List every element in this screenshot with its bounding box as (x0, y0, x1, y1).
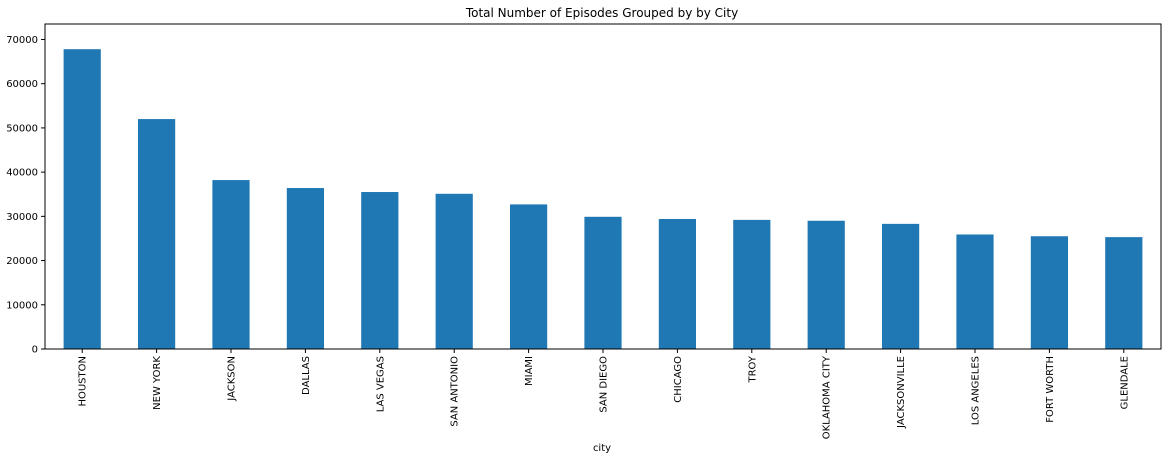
bar-new-york (138, 119, 176, 349)
bar-fort-worth (1030, 236, 1068, 349)
y-tick-label: 0 (32, 345, 38, 356)
bar-san-antonio (435, 193, 473, 349)
bar-jacksonville (882, 223, 920, 349)
bar-san-diego (584, 216, 622, 349)
bar-dallas (286, 188, 324, 349)
y-tick-label: 50000 (6, 123, 38, 134)
y-axis: 0 10000 20000 30000 40000 50000 60000 70000 (6, 35, 45, 356)
x-tick-label: LOS ANGELES (971, 356, 982, 425)
x-tick-label: FORT WORTH (1045, 356, 1056, 423)
bar-los-angeles (956, 234, 994, 349)
x-tick-label: NEW YORK (152, 356, 163, 410)
y-tick-label: 30000 (6, 212, 38, 223)
y-tick-label: 10000 (6, 300, 38, 311)
bar-glendale (1105, 237, 1143, 349)
plot-frame (44, 23, 1162, 350)
bar-oklahoma-city (807, 220, 845, 349)
x-axis-label: city (593, 443, 611, 454)
x-tick-label: TROY (747, 355, 758, 383)
x-tick-label: CHICAGO (673, 356, 684, 403)
x-tick-label: GLENDALE (1119, 356, 1130, 409)
y-tick-label: 20000 (6, 256, 38, 267)
x-tick-label: JACKSON (227, 356, 238, 402)
bar-chicago (658, 219, 696, 349)
x-tick-label: LAS VEGAS (375, 356, 386, 412)
x-tick-label: SAN DIEGO (599, 356, 610, 413)
y-tick-label: 70000 (6, 35, 38, 46)
y-tick-label: 60000 (6, 79, 38, 90)
bars-group (63, 49, 1143, 350)
bar-miami (510, 204, 548, 349)
chart-title: Total Number of Episodes Grouped by by C… (465, 6, 738, 20)
x-tick-label: MIAMI (524, 356, 535, 386)
x-tick-label: OKLAHOMA CITY (822, 355, 833, 439)
y-tick-label: 40000 (6, 168, 38, 179)
x-tick-label: JACKSONVILLE (896, 356, 907, 429)
x-axis: HOUSTON NEW YORK JACKSON DALLAS LAS VEGAS SAN… (78, 349, 1130, 439)
bar-houston (63, 49, 101, 350)
bar-jackson (212, 180, 250, 349)
x-tick-label: SAN ANTONIO (450, 356, 461, 427)
x-tick-label: DALLAS (301, 356, 312, 395)
x-tick-label: HOUSTON (78, 356, 89, 407)
bar-troy (733, 219, 771, 349)
bar-las-vegas (361, 192, 399, 349)
